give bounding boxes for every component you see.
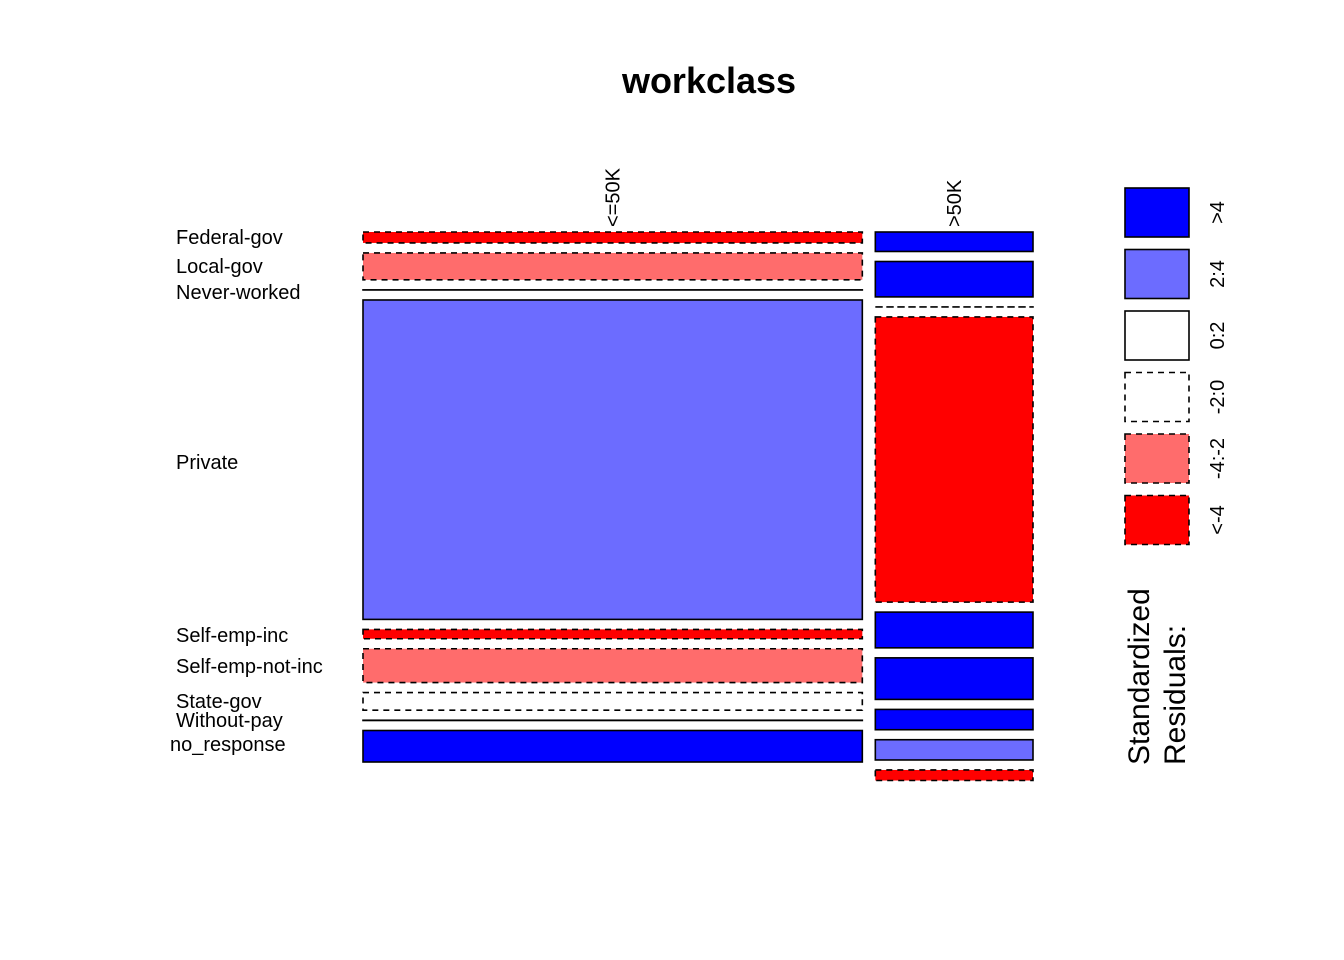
legend: >4 2:4 0:2 -2:0 -4:-2 <-4 Standardized Residual… [1123, 187, 1229, 765]
row-label: Never-worked [176, 282, 300, 304]
legend-swatch [1124, 187, 1190, 238]
legend-swatch [1124, 433, 1190, 484]
legend-label: -4:-2 [1207, 438, 1229, 479]
mosaic-tile-6-1 [874, 708, 1034, 731]
mosaic-tile-3-1 [874, 316, 1034, 603]
legend-label: >4 [1207, 201, 1229, 224]
mosaic-tile-5-1 [874, 657, 1034, 701]
column-labels: <=50K >50K [603, 167, 967, 227]
legend-swatch [1124, 371, 1190, 423]
legend-label: 0:2 [1207, 322, 1229, 350]
mosaic-tile-3-0 [362, 299, 864, 621]
mosaic-tile-6-0 [362, 691, 864, 712]
legend-swatch [1124, 494, 1190, 546]
legend-title-line: Residuals: [1159, 625, 1192, 765]
mosaic-tile-5-0 [362, 647, 864, 684]
mosaic-tile-8-1 [874, 769, 1034, 782]
mosaic-tile-0-0 [362, 231, 864, 244]
chart-title: workclass [621, 60, 796, 101]
row-label: Without-pay [176, 710, 283, 732]
mosaic-tile-4-1 [874, 611, 1034, 649]
row-labels: Federal-gov Local-gov Never-worked Private S… [170, 227, 323, 756]
row-label: Self-emp-inc [176, 625, 288, 647]
mosaic-tile-1-1 [874, 260, 1034, 298]
mosaic-tile-4-0 [362, 628, 864, 640]
mosaic-tile-7-1 [874, 738, 1034, 761]
mosaic-tile-8-0 [362, 729, 864, 763]
mosaic-tile-0-1 [874, 231, 1034, 253]
legend-title-line: Standardized [1123, 588, 1156, 765]
legend-label: <-4 [1207, 505, 1229, 534]
legend-label: -2:0 [1207, 380, 1229, 414]
mosaic-tiles [362, 231, 1034, 782]
row-label: Private [176, 452, 238, 474]
legend-swatch [1124, 310, 1190, 361]
legend-swatch [1124, 248, 1190, 300]
row-label: Federal-gov [176, 227, 283, 249]
column-label: >50K [944, 179, 966, 227]
row-label: State-gov [176, 691, 262, 713]
row-label: Self-emp-not-inc [176, 656, 323, 678]
row-label: no_response [170, 734, 286, 756]
mosaic-tile-1-0 [362, 252, 864, 281]
row-label: Local-gov [176, 256, 263, 278]
column-label: <=50K [603, 167, 625, 227]
legend-label: 2:4 [1207, 260, 1229, 288]
